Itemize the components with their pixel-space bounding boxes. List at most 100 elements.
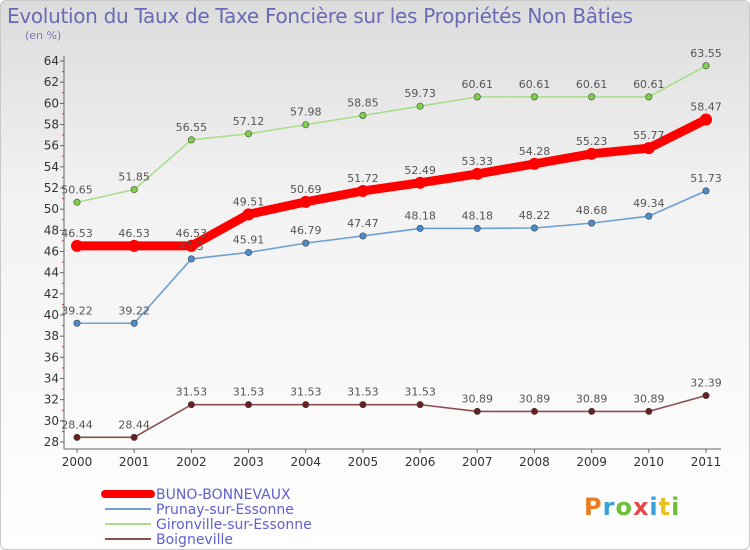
data-point <box>585 147 598 160</box>
data-point <box>588 93 596 101</box>
data-label: 46.53 <box>61 227 93 240</box>
data-label: 58.47 <box>690 101 722 114</box>
data-point <box>185 239 198 252</box>
data-point <box>642 142 655 155</box>
data-point <box>471 167 484 180</box>
logo-letter: o <box>615 493 633 521</box>
data-label: 59.73 <box>404 87 436 100</box>
proxiti-logo: Proxiti <box>584 493 680 521</box>
y-tick-label: 44 <box>44 266 59 280</box>
x-tick-label: 2001 <box>119 455 150 469</box>
data-label: 60.61 <box>633 78 665 91</box>
data-label: 32.39 <box>690 377 722 390</box>
data-point <box>416 102 424 110</box>
data-label: 55.23 <box>576 135 608 148</box>
y-tick-label: 42 <box>44 287 59 301</box>
data-point <box>588 407 596 415</box>
data-point <box>530 407 538 415</box>
y-tick-label: 60 <box>44 96 59 110</box>
x-tick-label: 2007 <box>462 455 493 469</box>
data-point <box>245 130 253 138</box>
y-tick-label: 48 <box>44 223 59 237</box>
data-point <box>645 93 653 101</box>
data-label: 60.61 <box>462 78 494 91</box>
data-label: 49.51 <box>233 195 265 208</box>
chart-title: Evolution du Taux de Taxe Foncière sur l… <box>7 4 633 28</box>
data-label: 46.79 <box>290 224 322 237</box>
data-point <box>130 319 138 327</box>
data-point <box>702 187 710 195</box>
data-label: 45.3 <box>179 240 204 253</box>
data-label: 48.68 <box>576 204 608 217</box>
y-tick-label: 54 <box>44 160 59 174</box>
data-point <box>302 239 310 247</box>
data-label: 51.73 <box>690 172 722 185</box>
legend-label: Prunay-sur-Essonne <box>156 502 294 518</box>
x-tick-label: 2010 <box>634 455 665 469</box>
data-label: 60.61 <box>519 78 551 91</box>
data-point <box>359 232 367 240</box>
x-tick-label: 2011 <box>691 455 722 469</box>
data-label: 51.72 <box>347 172 379 185</box>
data-label: 31.53 <box>233 386 265 399</box>
data-point <box>73 319 81 327</box>
series-line <box>72 115 711 251</box>
data-point <box>130 186 138 194</box>
x-tick-label: 2009 <box>576 455 607 469</box>
data-point <box>299 195 312 208</box>
series-line <box>76 394 707 439</box>
x-tick-label: 2002 <box>176 455 207 469</box>
y-tick-label: 64 <box>44 54 59 68</box>
data-point <box>71 239 83 252</box>
y-axis-unit: (en %) <box>25 29 62 42</box>
data-point <box>702 392 710 400</box>
data-label: 47.47 <box>347 217 379 230</box>
data-point <box>242 208 255 221</box>
data-label: 48.18 <box>462 209 494 222</box>
logo-letter: i <box>671 493 681 521</box>
data-point <box>700 113 712 126</box>
logo-letter: x <box>632 493 650 521</box>
data-point <box>416 224 424 232</box>
data-point <box>473 407 481 415</box>
data-label: 57.98 <box>290 106 322 119</box>
y-tick-label: 40 <box>44 308 59 322</box>
data-label: 50.65 <box>61 183 93 196</box>
data-point <box>359 112 367 120</box>
y-tick-label: 34 <box>44 372 59 386</box>
data-point <box>245 401 253 409</box>
data-label: 31.53 <box>290 386 322 399</box>
data-point <box>187 401 195 409</box>
data-label: 52.49 <box>404 164 436 177</box>
logo-letter: r <box>602 493 616 521</box>
y-tick-label: 58 <box>44 118 59 132</box>
data-label: 57.12 <box>233 115 265 128</box>
data-label: 30.89 <box>576 392 608 405</box>
data-label: 48.18 <box>404 209 436 222</box>
data-point <box>187 255 195 263</box>
data-label: 46.53 <box>118 227 150 240</box>
data-point <box>702 62 710 70</box>
data-label: 48.22 <box>519 209 551 222</box>
series-line <box>76 64 707 204</box>
y-tick-label: 30 <box>44 414 59 428</box>
data-point <box>130 433 138 441</box>
logo-letter: i <box>649 493 659 521</box>
logo-letter: t <box>658 493 672 521</box>
x-tick-label: 2006 <box>405 455 436 469</box>
data-label: 28.44 <box>61 418 93 431</box>
data-point <box>645 212 653 220</box>
y-tick-label: 46 <box>44 245 59 259</box>
series-line <box>76 190 707 325</box>
y-tick-label: 38 <box>44 329 59 343</box>
data-point <box>73 433 81 441</box>
data-point <box>359 401 367 409</box>
data-label: 58.85 <box>347 97 379 110</box>
y-tick-label: 28 <box>44 435 59 449</box>
legend-label: Boigneville <box>156 532 233 548</box>
data-point <box>356 184 369 197</box>
data-label: 49.34 <box>633 197 665 210</box>
data-label: 30.89 <box>462 392 494 405</box>
